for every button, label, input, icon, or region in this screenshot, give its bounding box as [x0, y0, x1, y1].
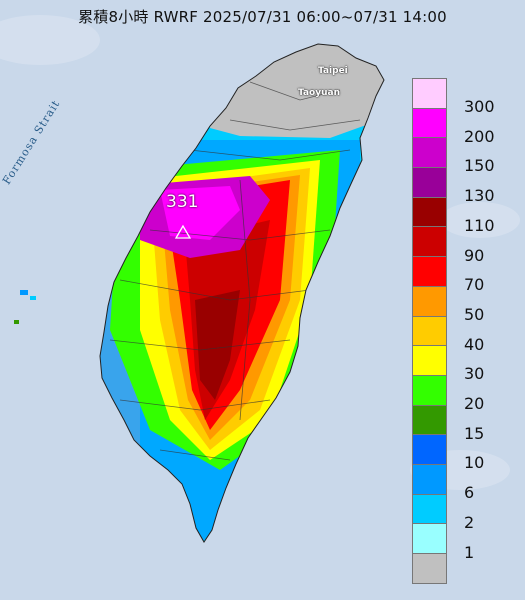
coastline: [99, 43, 385, 543]
triangle-marker-icon: [174, 224, 192, 239]
legend-swatch: [412, 167, 447, 197]
legend-swatch: [412, 345, 447, 375]
legend-label: 15: [464, 423, 485, 443]
legend-swatch: [412, 434, 447, 464]
legend-label: 50: [464, 304, 485, 324]
offshore-rain-specks: [14, 290, 36, 324]
legend-swatch: [412, 107, 447, 138]
legend-label: 1: [464, 542, 475, 562]
legend-label: 6: [464, 483, 475, 503]
color-legend: [412, 78, 447, 584]
legend-swatch: [412, 137, 447, 168]
legend-label: 90: [464, 245, 485, 265]
legend-swatch: [412, 226, 447, 257]
legend-swatch: [412, 315, 447, 346]
legend-swatch: [412, 196, 447, 227]
legend-swatch: [412, 493, 447, 524]
place-label-taipei: Taipei: [318, 66, 348, 76]
legend-label: 150: [464, 156, 495, 176]
legend-label: 2: [464, 512, 475, 532]
max-rainfall-value: 331: [166, 192, 199, 212]
legend-label: 30: [464, 364, 485, 384]
legend-swatch: [412, 78, 447, 108]
legend-label: 40: [464, 334, 485, 354]
legend-swatch: [412, 256, 447, 286]
legend-swatch: [412, 374, 447, 405]
place-label-taoyuan: Taoyuan: [298, 88, 340, 98]
legend-swatch: [412, 463, 447, 494]
legend-label: 10: [464, 453, 485, 473]
map-title: 累積8小時 RWRF 2025/07/31 06:00~07/31 14:00: [78, 8, 447, 26]
legend-label: 70: [464, 275, 485, 295]
legend-label: 300: [464, 97, 495, 116]
legend-swatch: [412, 404, 447, 435]
legend-label: 20: [464, 394, 485, 413]
legend-label: 130: [464, 186, 495, 206]
legend-swatch: [412, 523, 447, 553]
legend-label: 110: [464, 215, 495, 235]
legend-label: 200: [464, 126, 495, 146]
legend-swatch: [412, 285, 447, 316]
legend-swatch: [412, 553, 447, 584]
